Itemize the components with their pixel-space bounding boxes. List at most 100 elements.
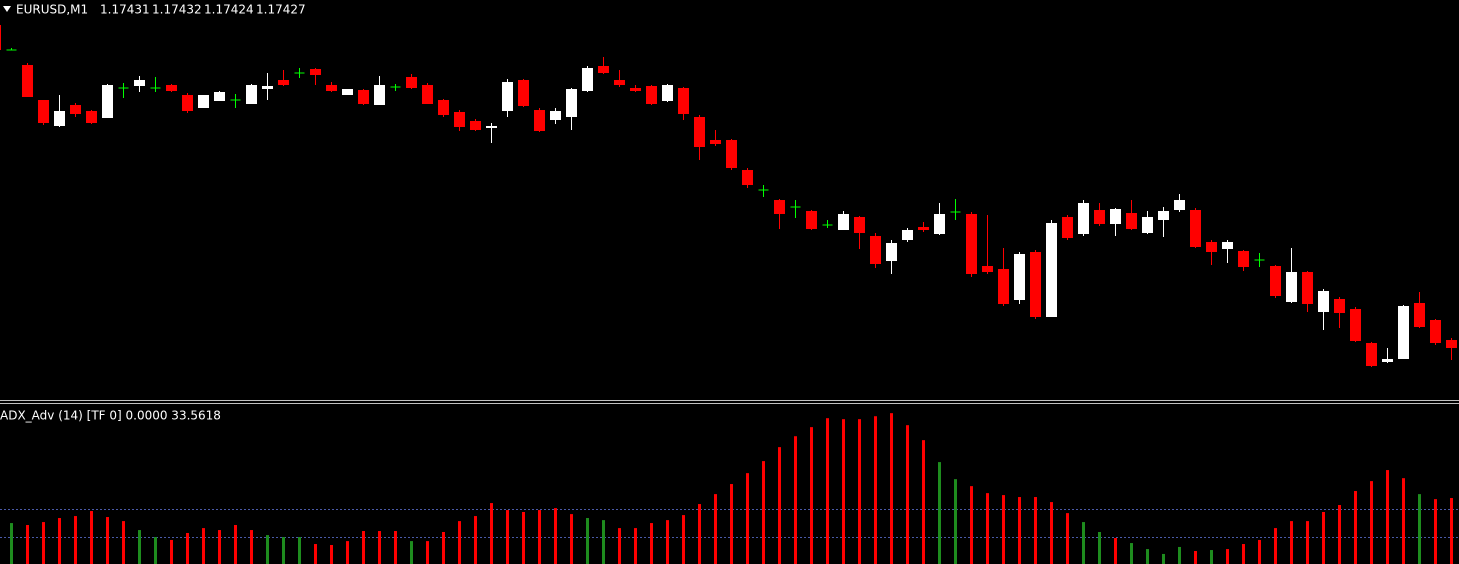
candle-body (1350, 309, 1361, 341)
candle-body (86, 111, 97, 123)
candle-body (1222, 242, 1233, 249)
adx-bar (1290, 521, 1293, 564)
candle-body (518, 80, 529, 106)
adx-bar (1178, 546, 1181, 564)
adx-bar (1274, 528, 1277, 564)
adx-bar (1098, 532, 1101, 564)
adx-bar (922, 440, 925, 564)
adx-bar (1114, 538, 1117, 564)
adx-bar (1306, 521, 1309, 564)
adx-bar (1082, 522, 1085, 564)
candle-body (742, 170, 753, 185)
adx-bar (58, 518, 61, 564)
adx-bar (378, 531, 381, 564)
adx-bar (570, 514, 573, 564)
adx-bar (842, 419, 845, 564)
adx-bar (554, 508, 557, 564)
adx-bar (1050, 502, 1053, 564)
candle-body (934, 214, 945, 234)
candle-body (342, 89, 353, 95)
adx-bar (650, 523, 653, 564)
adx-bar (1242, 544, 1245, 564)
adx-bar (1066, 513, 1069, 564)
adx-bar (1402, 478, 1405, 564)
candle-body (1302, 272, 1313, 304)
candle-body (70, 105, 81, 114)
adx-bar (1258, 539, 1261, 564)
adx-bar (666, 520, 669, 564)
candle-body (406, 77, 417, 88)
candle-body (1446, 340, 1457, 348)
candle-body (854, 217, 865, 233)
adx-bar (106, 517, 109, 564)
candle-body (422, 85, 433, 104)
adx-bar (138, 530, 141, 564)
adx-bar (522, 512, 525, 564)
adx-bar (1162, 553, 1165, 564)
adx-bar (1226, 549, 1229, 564)
candle-body (134, 80, 145, 86)
adx-bar (714, 494, 717, 564)
adx-bar (586, 518, 589, 564)
adx-bar (234, 525, 237, 564)
indicator-title: ADX_Adv (14) [TF 0] 0.0000 33.5618 (0, 409, 221, 423)
candle-body (246, 85, 257, 104)
adx-bar (698, 504, 701, 564)
candle-body (0, 25, 1, 50)
adx-bar (362, 531, 365, 564)
candle-body (1078, 203, 1089, 234)
candle-body (1430, 320, 1441, 343)
adx-bar (874, 416, 877, 564)
candle-body (838, 214, 849, 230)
candle-body (214, 92, 225, 101)
candle-body (918, 227, 929, 230)
candle-body (678, 88, 689, 114)
candle-body (1030, 252, 1041, 317)
candle-body (598, 66, 609, 73)
adx-bar (218, 530, 221, 564)
candle-body (454, 112, 465, 127)
candle-body (886, 243, 897, 261)
candle-body (902, 230, 913, 240)
menu-arrow[interactable] (3, 6, 11, 12)
symbol-title: EURUSD,M1 (16, 3, 88, 17)
candle-body (1046, 223, 1057, 317)
header-value: 1.17424 (204, 3, 254, 17)
candle-body (1366, 343, 1377, 366)
adx-bar (986, 493, 989, 564)
adx-bar (634, 528, 637, 564)
adx-bar (1418, 494, 1421, 564)
adx-bar (202, 528, 205, 564)
candle-body (1094, 210, 1105, 224)
adx-bar (1338, 505, 1341, 564)
candle-body (1062, 217, 1073, 238)
adx-bar (330, 545, 333, 564)
candle-body (534, 110, 545, 131)
candle-body (1286, 272, 1297, 302)
adx-bar (602, 520, 605, 564)
candle-body (1126, 213, 1137, 229)
adx-bar (778, 447, 781, 564)
candle-body (1190, 210, 1201, 247)
adx-bar (90, 511, 93, 564)
candle-body (1318, 291, 1329, 312)
adx-bar (26, 525, 29, 564)
candle-body (646, 86, 657, 104)
adx-bar (1434, 499, 1437, 564)
header-value: 1.17431 (100, 3, 150, 17)
candle-body (582, 68, 593, 91)
adx-bar (794, 436, 797, 564)
adx-bar (1034, 497, 1037, 564)
candle-body (1270, 266, 1281, 296)
adx-bar (170, 539, 173, 564)
candle-body (1334, 299, 1345, 313)
adx-bar (858, 419, 861, 564)
candle-body (502, 82, 513, 111)
candle-body (1174, 200, 1185, 210)
candle-body (566, 89, 577, 117)
candle-body (358, 90, 369, 104)
adx-bar (810, 427, 813, 564)
adx-bar (1018, 497, 1021, 564)
